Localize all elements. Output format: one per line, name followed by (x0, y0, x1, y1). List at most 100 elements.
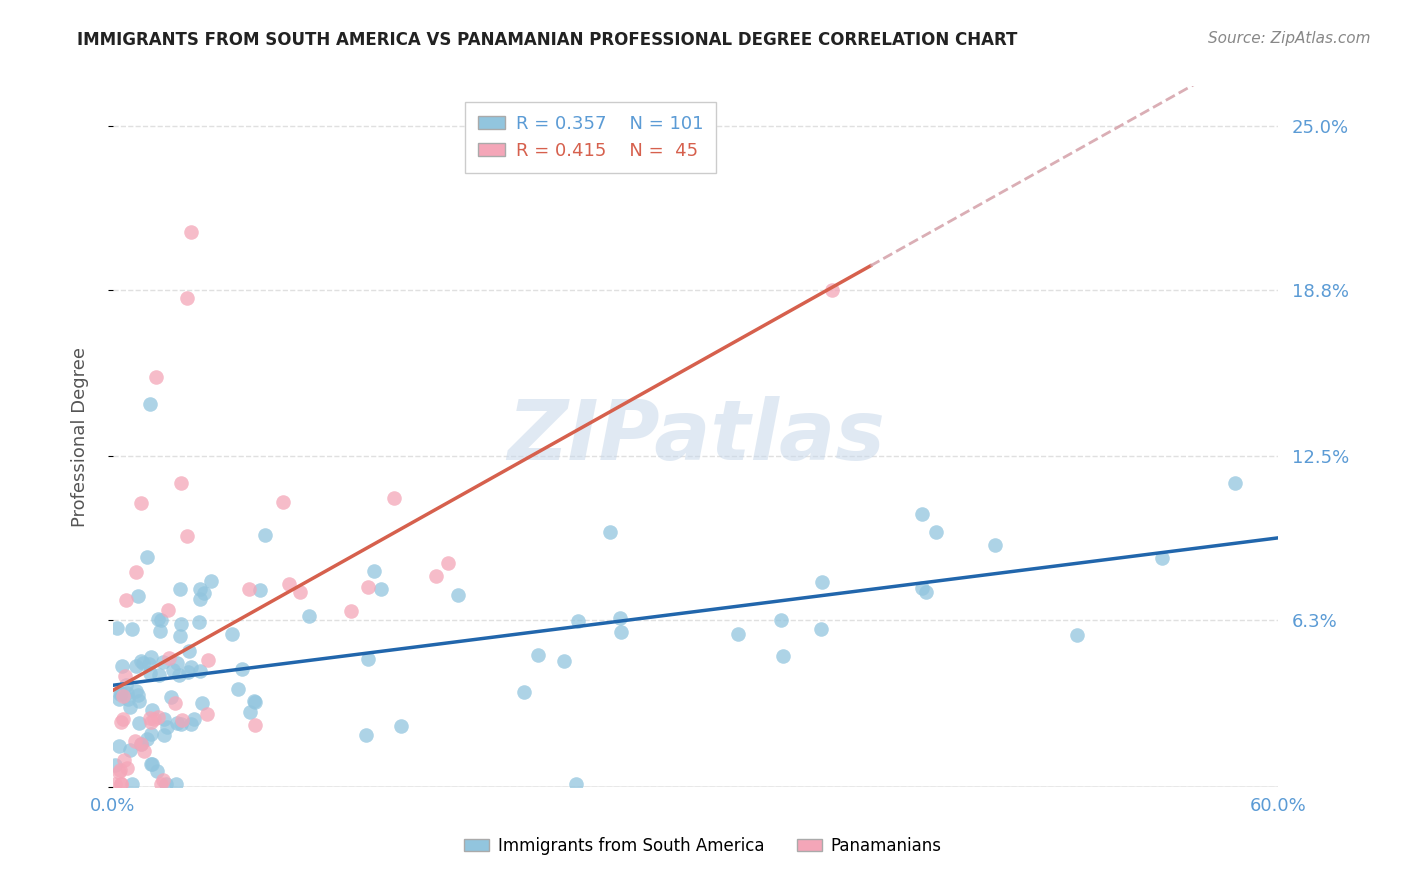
Point (159, 690, 181, 705)
Point (911, 507, 934, 521)
Point (124, 734, 146, 748)
Point (121, 623, 143, 637)
Point (108, 764, 131, 778)
Point (121, 777, 143, 791)
Point (810, 622, 832, 636)
Point (609, 625, 631, 640)
Point (243, 717, 266, 731)
Text: Source: ZipAtlas.com: Source: ZipAtlas.com (1208, 31, 1371, 46)
Point (114, 669, 136, 683)
Point (925, 524, 948, 539)
Point (157, 603, 180, 617)
Point (149, 624, 172, 638)
Point (915, 584, 938, 599)
Point (228, 681, 250, 696)
Point (153, 712, 176, 726)
Point (125, 684, 148, 698)
Point (139, 715, 162, 730)
Point (382, 491, 405, 506)
Point (129, 738, 152, 752)
Point (141, 726, 163, 740)
Point (165, 777, 187, 791)
Point (169, 668, 191, 682)
Point (108, 765, 131, 780)
Point (727, 626, 749, 640)
Point (339, 604, 361, 618)
Point (238, 582, 260, 596)
Point (200, 574, 222, 588)
Point (193, 585, 215, 599)
Point (911, 581, 934, 595)
Point (139, 650, 162, 665)
Point (135, 732, 157, 747)
Point (437, 556, 460, 570)
Point (156, 720, 179, 734)
Point (125, 658, 148, 673)
Point (195, 706, 218, 721)
Point (1152, 551, 1174, 566)
Point (357, 580, 380, 594)
Point (177, 665, 200, 680)
Point (389, 719, 412, 733)
Point (132, 657, 155, 671)
Point (108, 687, 131, 701)
Point (190, 696, 212, 710)
Point (132, 744, 155, 758)
Point (271, 494, 294, 508)
Legend: R = 0.357    N = 101, R = 0.415    N =  45: R = 0.357 N = 101, R = 0.415 N = 45 (465, 103, 716, 173)
Point (142, 712, 165, 726)
Point (169, 717, 191, 731)
Point (136, 550, 159, 565)
Point (370, 582, 392, 596)
Point (288, 585, 311, 599)
Point (169, 582, 191, 596)
Point (447, 588, 470, 602)
Point (599, 524, 621, 539)
Point (243, 694, 266, 708)
Point (221, 627, 243, 641)
Point (170, 617, 193, 632)
Point (180, 717, 202, 731)
Point (110, 777, 132, 791)
Point (180, 225, 202, 239)
Point (188, 582, 211, 597)
Point (565, 777, 588, 791)
Point (146, 764, 169, 779)
Point (108, 692, 131, 706)
Point (179, 644, 201, 658)
Point (527, 648, 550, 663)
Point (139, 396, 162, 410)
Point (363, 565, 385, 579)
Point (128, 716, 150, 731)
Point (110, 714, 132, 729)
Point (553, 654, 575, 668)
Point (104, 777, 127, 791)
Point (128, 694, 150, 708)
Point (146, 612, 169, 626)
Point (155, 777, 177, 791)
Point (127, 688, 149, 702)
Point (104, 757, 127, 772)
Point (249, 583, 271, 598)
Point (170, 475, 193, 490)
Point (277, 577, 299, 591)
Point (110, 777, 132, 791)
Point (127, 589, 149, 603)
Point (513, 684, 536, 698)
Point (145, 370, 167, 384)
Point (176, 529, 198, 543)
Point (150, 613, 173, 627)
Point (149, 777, 172, 791)
Point (117, 691, 139, 706)
Point (146, 710, 169, 724)
Point (112, 753, 135, 767)
Point (356, 651, 378, 665)
Point (166, 716, 188, 731)
Point (298, 608, 321, 623)
Point (170, 713, 193, 727)
Point (811, 575, 834, 590)
Point (197, 653, 219, 667)
Point (110, 658, 132, 673)
Legend: Immigrants from South America, Panamanians: Immigrants from South America, Panamania… (457, 830, 949, 862)
Point (984, 538, 1007, 552)
